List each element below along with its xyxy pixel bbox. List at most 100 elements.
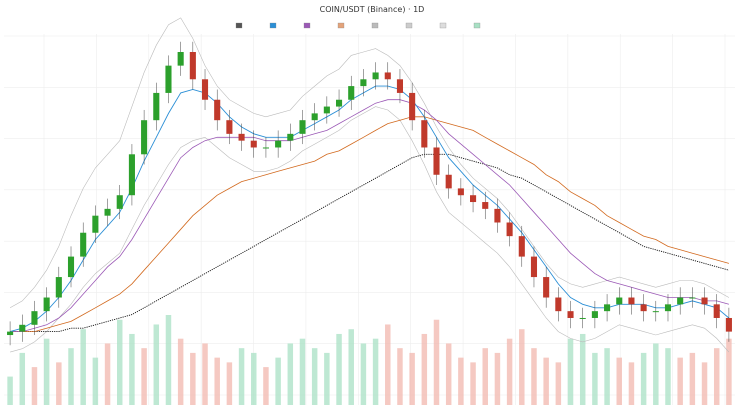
- volume-bar: [43, 338, 50, 405]
- volume-bar: [104, 343, 111, 405]
- volume-bar: [202, 343, 208, 405]
- candle-body: [275, 140, 282, 148]
- volume-bar: [519, 329, 525, 405]
- candle-body: [128, 154, 135, 196]
- volume-bar: [506, 338, 513, 405]
- candle-body: [409, 92, 416, 121]
- candle-body: [7, 331, 14, 336]
- candle-body: [506, 222, 513, 237]
- volume-bar: [713, 348, 720, 405]
- candle-body: [80, 232, 87, 257]
- volume-bar: [165, 315, 172, 405]
- candle-body: [664, 304, 672, 312]
- volume-bar: [665, 348, 671, 405]
- legend-swatch: [337, 22, 345, 29]
- candlesticks: [7, 41, 732, 346]
- candle-body: [445, 174, 452, 189]
- legend-swatch: [371, 22, 379, 29]
- candle-body: [238, 133, 245, 141]
- volume-bar: [129, 333, 135, 405]
- volume-bar: [421, 333, 428, 405]
- volume-bar: [567, 338, 574, 405]
- candle-body: [116, 195, 123, 209]
- band-lower-line: [10, 106, 730, 353]
- volume-bar: [251, 352, 257, 405]
- candle-body: [226, 120, 233, 134]
- volume-bar: [494, 352, 501, 405]
- candle-body: [494, 208, 501, 223]
- volume-bar: [19, 352, 26, 405]
- candle-body: [555, 297, 562, 312]
- volume-bar: [190, 352, 196, 405]
- volume-bar: [263, 367, 269, 405]
- band-upper-line: [9, 17, 730, 309]
- legend-swatch: [303, 22, 311, 29]
- volume-bar: [555, 362, 562, 405]
- legend-swatch: [235, 22, 243, 29]
- volume-bar: [177, 338, 184, 405]
- volume-bar: [628, 362, 635, 405]
- volume-bar: [531, 348, 537, 405]
- candle-body: [299, 120, 306, 134]
- candle-body: [323, 106, 330, 114]
- volume-bar: [482, 348, 488, 405]
- candle-body: [31, 311, 38, 325]
- candle-body: [640, 304, 647, 312]
- volume-bar: [226, 362, 233, 405]
- legend-swatch: [405, 22, 413, 29]
- volume-bar: [616, 357, 622, 405]
- volume-bar: [153, 324, 160, 405]
- legend-swatch: [439, 22, 447, 29]
- candle-body: [55, 277, 62, 298]
- volume-bar: [640, 352, 647, 405]
- legend-swatch: [269, 22, 277, 29]
- legend: [235, 22, 481, 29]
- volume-bar: [543, 357, 549, 405]
- candle-body: [43, 297, 50, 312]
- ema-slow-line: [10, 116, 730, 332]
- candle-body: [616, 297, 623, 305]
- volume-bar: [92, 357, 99, 405]
- volume-bar: [336, 333, 342, 405]
- candle-body: [677, 297, 684, 305]
- volume-bar: [214, 357, 220, 405]
- candle-body: [421, 120, 428, 148]
- candle-body: [567, 311, 574, 318]
- candle-body: [725, 317, 732, 332]
- candle-body: [518, 236, 525, 257]
- candle-body: [177, 52, 184, 66]
- volume-bar: [56, 362, 62, 405]
- volume-bar: [287, 343, 294, 405]
- candle-body: [153, 92, 160, 121]
- volume-bar: [372, 338, 379, 405]
- bollinger-bands: [9, 17, 730, 353]
- candle-body: [311, 113, 318, 121]
- candle-body: [360, 79, 367, 87]
- volume-bar: [458, 357, 464, 405]
- volume-bar: [726, 338, 732, 405]
- candle-body: [530, 256, 538, 278]
- candle-body: [457, 188, 464, 196]
- candle-body: [165, 65, 172, 93]
- candle-body: [250, 140, 257, 148]
- candle-body: [396, 79, 404, 93]
- candle-body: [482, 202, 489, 209]
- candle-body: [262, 147, 269, 149]
- volume-bar: [238, 348, 245, 405]
- candle-body: [214, 99, 221, 121]
- volume-bar: [141, 348, 147, 405]
- volume-bar: [348, 329, 354, 405]
- volume-bar: [385, 324, 391, 405]
- candle-body: [713, 304, 720, 318]
- candle-body: [701, 297, 708, 305]
- candle-body: [384, 72, 391, 80]
- volume-bar: [360, 343, 367, 405]
- candle-body: [335, 99, 343, 107]
- volume-bar: [117, 319, 123, 405]
- candle-body: [104, 208, 111, 216]
- volume-bar: [409, 352, 415, 405]
- candle-body: [19, 324, 26, 332]
- volume-bar: [275, 357, 281, 405]
- candle-body: [287, 133, 294, 141]
